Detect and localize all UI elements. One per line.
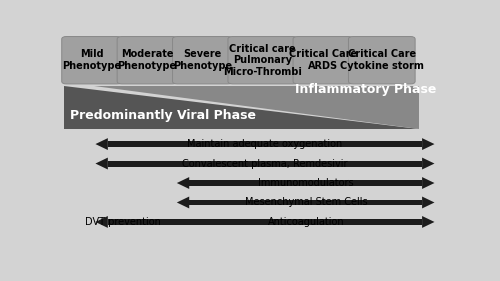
FancyBboxPatch shape — [228, 37, 298, 84]
Text: Mesenchymal Stem Cells: Mesenchymal Stem Cells — [244, 198, 367, 207]
Polygon shape — [422, 138, 434, 150]
Bar — [108, 160, 422, 167]
Polygon shape — [422, 216, 434, 228]
Polygon shape — [96, 216, 108, 228]
FancyBboxPatch shape — [172, 37, 232, 84]
FancyBboxPatch shape — [348, 37, 415, 84]
Polygon shape — [422, 158, 434, 169]
Bar — [189, 180, 422, 186]
Bar — [108, 141, 422, 147]
FancyBboxPatch shape — [117, 37, 177, 84]
Polygon shape — [94, 86, 419, 129]
FancyBboxPatch shape — [293, 37, 352, 84]
Text: Moderate
Phenotype: Moderate Phenotype — [118, 49, 176, 71]
Polygon shape — [96, 158, 108, 169]
Polygon shape — [177, 177, 189, 189]
Text: Severe
Phenotype: Severe Phenotype — [173, 49, 232, 71]
Text: Maintain adequate oxygenation: Maintain adequate oxygenation — [187, 139, 342, 149]
Polygon shape — [96, 138, 108, 150]
Polygon shape — [422, 177, 434, 189]
Text: Predominantly Viral Phase: Predominantly Viral Phase — [70, 109, 256, 123]
Text: Mild
Phenotype: Mild Phenotype — [62, 49, 121, 71]
Polygon shape — [64, 86, 419, 129]
Polygon shape — [177, 196, 189, 209]
Text: Critical Care
ARDS: Critical Care ARDS — [289, 49, 357, 71]
Text: Critical Care
Cytokine storm: Critical Care Cytokine storm — [340, 49, 423, 71]
Polygon shape — [422, 196, 434, 209]
Text: Critical care
Pulmonary
Micro-Thrombi: Critical care Pulmonary Micro-Thrombi — [223, 44, 302, 77]
Text: Immunomodulators: Immunomodulators — [258, 178, 354, 188]
FancyBboxPatch shape — [62, 37, 122, 84]
Text: Anticoagulation: Anticoagulation — [268, 217, 344, 227]
Bar — [189, 200, 422, 205]
Bar — [108, 219, 422, 225]
Text: Inflammatory Phase: Inflammatory Phase — [295, 83, 436, 96]
Text: Convalescent plasma, Remdesivir: Convalescent plasma, Remdesivir — [182, 158, 348, 169]
Text: DVT prevention: DVT prevention — [84, 217, 160, 227]
